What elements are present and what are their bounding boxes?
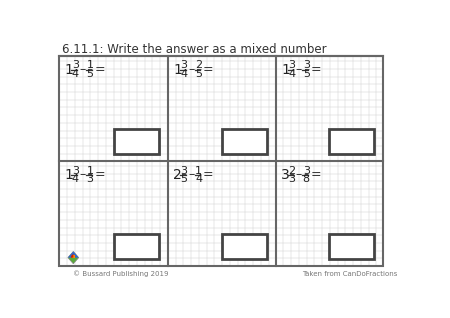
Text: 3: 3 [180,166,187,176]
Text: 1: 1 [65,63,74,77]
Text: 4: 4 [72,175,79,184]
Text: 2: 2 [288,166,295,176]
Text: 5: 5 [86,69,94,79]
Text: 1: 1 [281,63,290,77]
Text: Taken from CanDoFractions: Taken from CanDoFractions [302,271,397,277]
Text: –: – [188,168,194,181]
Bar [329,129,374,154]
Text: 3: 3 [72,60,79,71]
Text: =: = [310,168,321,181]
Text: –: – [296,63,302,76]
Text: 3: 3 [281,168,290,182]
Text: –: – [80,63,86,76]
Text: 3: 3 [303,60,310,71]
Text: 1: 1 [195,166,202,176]
Text: 5: 5 [180,175,187,184]
Text: © Bussard Publishing 2019: © Bussard Publishing 2019 [73,270,169,277]
Text: =: = [202,168,213,181]
Text: 1: 1 [173,63,182,77]
Text: –: – [80,168,86,181]
Text: 8: 8 [303,175,310,184]
Text: =: = [202,63,213,76]
Text: 2: 2 [195,60,202,71]
Text: 3: 3 [288,60,295,71]
Text: 3: 3 [288,175,295,184]
Text: 5: 5 [303,69,310,79]
Text: 1: 1 [86,60,94,71]
Text: 5: 5 [195,69,202,79]
Polygon shape [71,254,73,258]
Bar [59,56,383,266]
Bar [113,234,158,259]
Polygon shape [68,252,79,264]
Bar [113,129,158,154]
Bar [329,234,374,259]
Text: 2: 2 [173,168,182,182]
Text: 4: 4 [195,175,202,184]
Bar [222,234,267,259]
Text: –: – [296,168,302,181]
Text: 1: 1 [86,166,94,176]
Polygon shape [72,255,75,258]
Text: =: = [94,63,105,76]
Bar [222,129,267,154]
Text: 3: 3 [303,166,310,176]
Text: 1: 1 [65,168,74,182]
Bar [59,56,383,266]
Text: 3: 3 [72,166,79,176]
Polygon shape [68,252,79,258]
Text: –: – [188,63,194,76]
Text: 4: 4 [288,69,295,79]
Text: 3: 3 [180,60,187,71]
Text: 3: 3 [86,175,94,184]
Text: 4: 4 [180,69,187,79]
Text: =: = [310,63,321,76]
Text: 4: 4 [72,69,79,79]
Text: =: = [94,168,105,181]
Text: 6.11.1: Write the answer as a mixed number: 6.11.1: Write the answer as a mixed numb… [63,43,327,56]
